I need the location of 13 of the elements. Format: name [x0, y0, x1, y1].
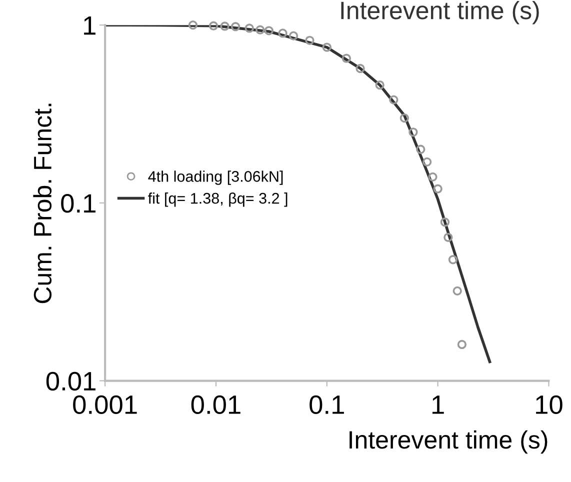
text: Interevent time (s): [341, 0, 539, 24]
x-tick-label: 0.1: [310, 395, 344, 414]
x-tick-label: 10: [536, 395, 562, 414]
legend-label: 4th loading [3.06kN]: [148, 170, 283, 185]
y-axis-title: Cum. Prob. Funct.: [33, 104, 52, 304]
x-tick-label: 0.01: [191, 395, 240, 414]
legend-label: fit [q= 1.38, βq= 3.2 ]: [148, 192, 288, 207]
x-axis-title: Interevent time (s): [350, 430, 548, 454]
y-tick-label: 1: [84, 16, 96, 35]
y-tick-label: 0.1: [61, 194, 96, 213]
x-tick-label: 1: [432, 396, 444, 414]
y-tick-label: 0.01: [46, 372, 96, 391]
x-tick-label: 0.001: [73, 395, 137, 414]
